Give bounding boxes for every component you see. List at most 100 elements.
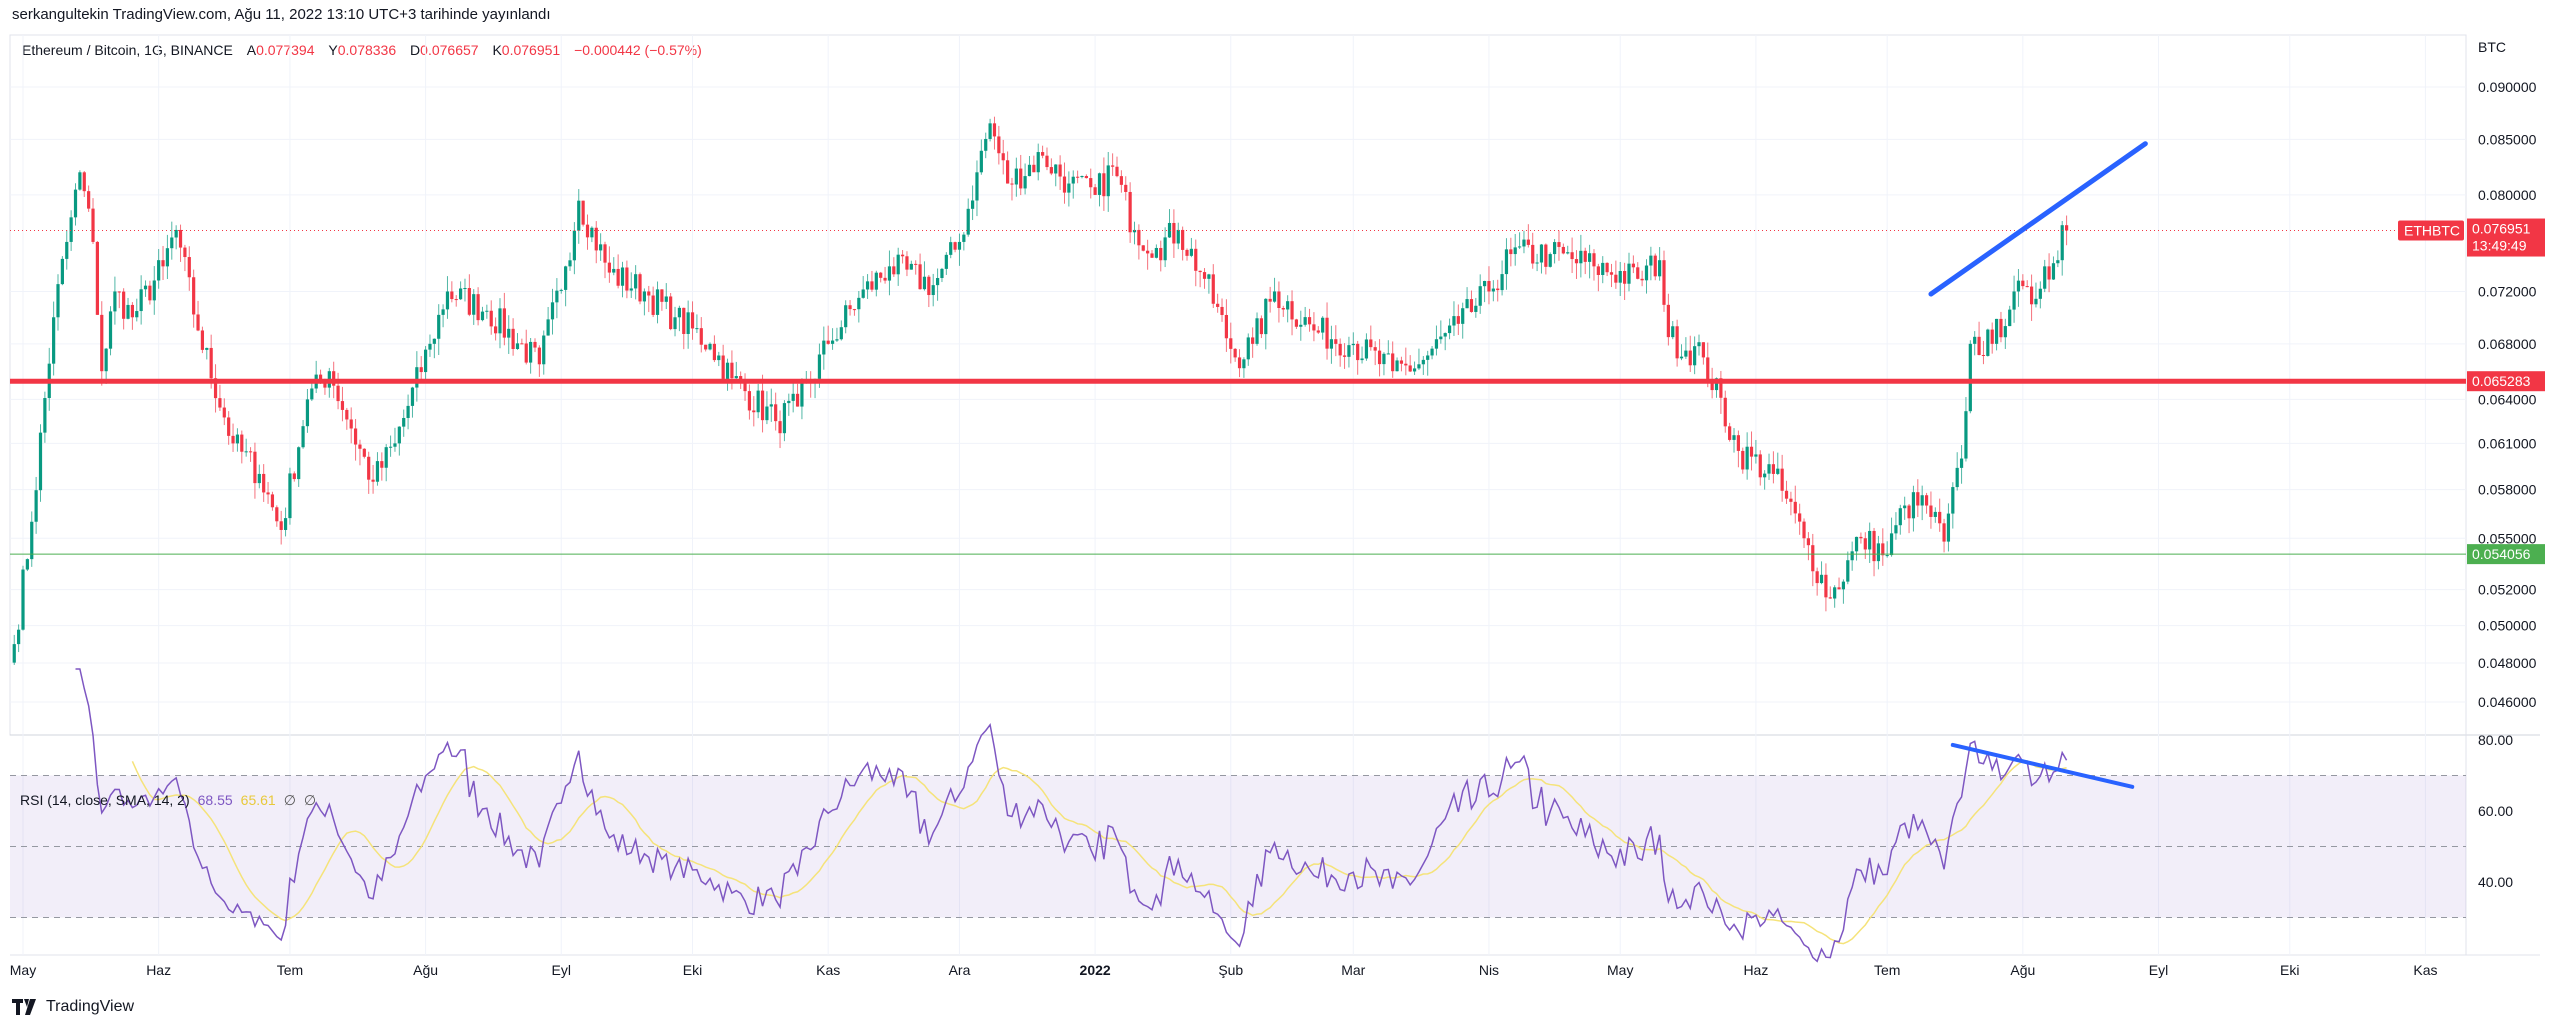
candle-body [734, 376, 738, 379]
candle [1596, 263, 1600, 292]
candle [192, 269, 196, 328]
candle [887, 250, 892, 296]
candle [1693, 336, 1697, 375]
candle [1356, 340, 1360, 375]
candle-body [1237, 357, 1242, 369]
candle [222, 398, 226, 426]
candle-body [2012, 291, 2016, 310]
candle-body [270, 494, 275, 508]
candle [1447, 318, 1452, 340]
candle [432, 338, 436, 359]
candle [533, 338, 537, 353]
candle [108, 306, 113, 356]
candle [1434, 325, 1439, 356]
time-axis-label: Eki [2280, 962, 2299, 978]
candle [577, 189, 581, 244]
candle [682, 307, 686, 350]
candle-body [704, 344, 708, 350]
candle-body [577, 200, 581, 231]
candle-body [1885, 555, 1889, 557]
candle-body [21, 569, 25, 630]
candle-body [1377, 350, 1382, 365]
candle-body [1833, 587, 1837, 599]
candle-body [1815, 571, 1819, 584]
candle-body [1185, 249, 1189, 256]
candle [148, 280, 152, 305]
candle-body [1264, 298, 1268, 335]
candle-body [1391, 353, 1395, 372]
symbol-title[interactable]: Ethereum / Bitcoin, 1G, BINANCE [22, 42, 233, 58]
candle-body [1277, 291, 1281, 309]
candle [1093, 183, 1097, 196]
candle-body [1509, 249, 1513, 255]
candle [60, 256, 64, 286]
candle-body [655, 289, 660, 315]
candle-body [174, 229, 178, 238]
candle-body [1093, 187, 1097, 195]
candle-body [1443, 333, 1447, 337]
candle-body [1045, 155, 1049, 168]
candle-body [1758, 454, 1762, 478]
candle [56, 274, 60, 331]
candle-body [1951, 487, 1955, 514]
candle-body [1553, 242, 1557, 255]
candle-body [520, 343, 524, 345]
candle [787, 393, 791, 416]
candle [494, 317, 498, 341]
candle [782, 400, 787, 442]
candle-body [1977, 336, 1981, 355]
candle-body [463, 288, 467, 290]
candle-body [1671, 326, 1675, 338]
candle [218, 384, 222, 411]
low-value: 0.076657 [420, 42, 479, 58]
candle-body [1159, 247, 1163, 261]
candle-body [752, 410, 756, 413]
candle-body [428, 343, 432, 350]
candle [1482, 280, 1487, 303]
rsi-title[interactable]: RSI (14, close, SMA, 14, 2) [20, 792, 190, 808]
candle [1041, 145, 1045, 159]
candle-body [2021, 280, 2025, 287]
candle-body [441, 309, 445, 315]
candle [196, 300, 200, 332]
candle [1763, 470, 1767, 490]
candle [1977, 321, 1981, 356]
candle [362, 448, 366, 459]
candle [699, 317, 703, 353]
candle-body [1658, 260, 1662, 277]
candle-body [2025, 286, 2029, 288]
candle [1373, 341, 1377, 366]
candle-body [1531, 244, 1535, 264]
candle-body [108, 311, 113, 349]
candle [708, 342, 712, 351]
candle [1946, 503, 1951, 552]
candle [1299, 310, 1303, 341]
candle-body [410, 387, 415, 406]
candle [2012, 275, 2016, 323]
footer-brand[interactable]: TradingView [46, 998, 135, 1015]
time-axis-label: Eyl [2149, 962, 2168, 978]
candle [984, 132, 988, 159]
candle-body [791, 393, 795, 401]
candle-body [1360, 358, 1364, 361]
candle-body [336, 385, 340, 402]
candle [1618, 261, 1622, 297]
candle-body [367, 456, 371, 480]
candle [979, 139, 983, 175]
candle [590, 226, 594, 243]
candle-body [1710, 379, 1714, 391]
candle [367, 451, 371, 494]
candle-body [1014, 168, 1018, 185]
candle-body [432, 338, 436, 344]
candle-body [914, 263, 918, 265]
candle-body [1916, 492, 1920, 506]
candle [927, 274, 931, 308]
candle-body [235, 434, 240, 444]
candle [1220, 298, 1224, 322]
candle-body [1990, 329, 1994, 344]
candle-body [502, 308, 506, 338]
candle-body [852, 309, 857, 311]
candle-body [1491, 288, 1495, 292]
candle [1601, 256, 1605, 284]
